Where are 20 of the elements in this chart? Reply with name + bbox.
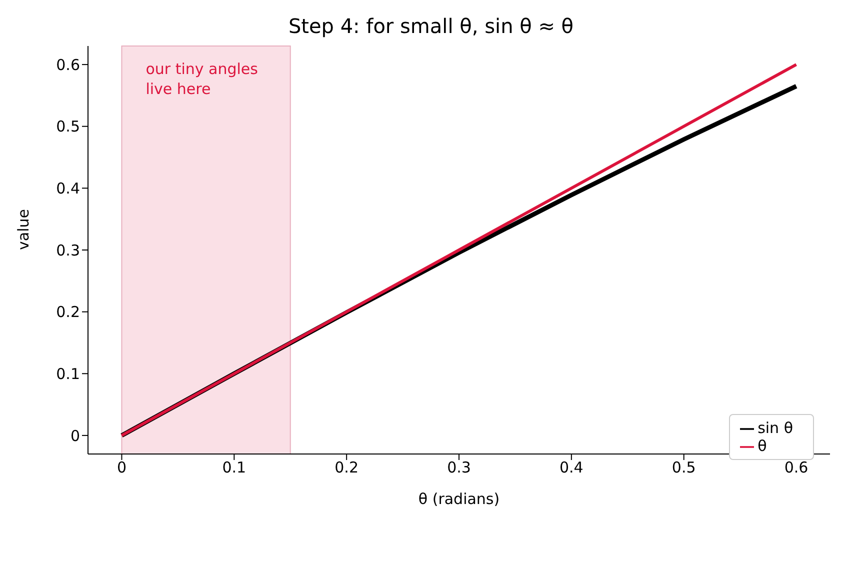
x-tick-label: 0.6 <box>784 458 808 477</box>
y-axis-title: value <box>14 209 32 250</box>
y-tick-label: 0.3 <box>56 241 80 260</box>
chart-title: Step 4: for small θ, sin θ ≈ θ <box>287 13 575 40</box>
x-tick-label: 0.2 <box>334 458 359 477</box>
legend-label: sin θ <box>758 419 793 437</box>
y-tick-label: 0.5 <box>56 118 80 136</box>
y-tick-label: 0.1 <box>56 364 80 383</box>
y-tick-label: 0.6 <box>56 56 80 74</box>
band-label: our tiny angles live here <box>146 60 258 98</box>
y-tick-label: 0.4 <box>56 180 80 198</box>
y-tick-label: 0.2 <box>56 303 80 322</box>
legend-label: θ <box>758 437 767 455</box>
x-tick-label: 0 <box>116 458 126 477</box>
x-tick-label: 0.1 <box>222 458 246 477</box>
x-tick-label: 0.4 <box>559 458 584 477</box>
y-tick-label: 0 <box>70 426 80 445</box>
x-tick-label: 0.3 <box>447 458 471 477</box>
x-tick-label: 0.5 <box>672 458 696 477</box>
x-axis-title: θ (radians) <box>418 490 500 508</box>
